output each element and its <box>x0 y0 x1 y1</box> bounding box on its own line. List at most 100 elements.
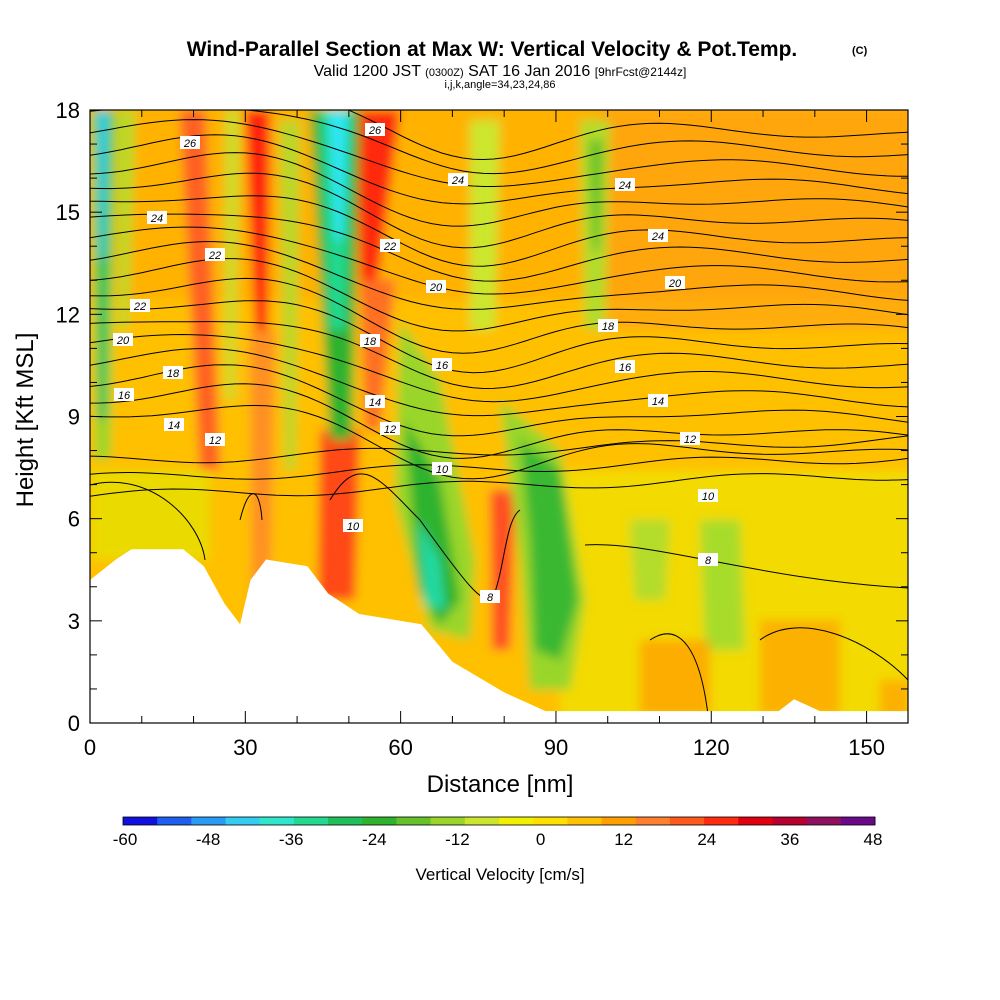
colorbar-tick-label: 48 <box>864 830 883 849</box>
colorbar-swatch <box>567 817 603 825</box>
contour-label: 18 <box>598 319 618 333</box>
contour-label: 12 <box>380 422 400 436</box>
y-tick-label: 12 <box>56 302 80 327</box>
colorbar-tick-label: -48 <box>196 830 221 849</box>
colorbar-swatch <box>430 817 466 825</box>
colorbar-swatch <box>157 817 192 825</box>
x-tick-label: 90 <box>544 735 568 760</box>
subtitle-forecast: [9hrFcst@2144z] <box>595 65 687 79</box>
theta-contour <box>90 473 908 497</box>
contour-label: 8 <box>698 553 718 567</box>
svg-text:12: 12 <box>384 424 396 436</box>
svg-text:12: 12 <box>209 435 221 447</box>
theta-contour <box>90 226 908 295</box>
contour-label: 12 <box>205 433 225 447</box>
contour-label: 22 <box>380 239 400 253</box>
colorbar-frame <box>122 816 876 826</box>
colorbar-swatch <box>191 817 227 825</box>
contour-label: 8 <box>480 590 500 604</box>
svg-text:12: 12 <box>684 434 696 446</box>
colorbar-tick-label: -12 <box>445 830 470 849</box>
y-axis: 0 3 6 9 12 15 18 <box>56 98 908 736</box>
contour-label: 20 <box>426 280 446 294</box>
theta-contour <box>90 404 908 480</box>
colorbar-swatch <box>669 817 705 825</box>
colorbar-tick-label: 12 <box>614 830 633 849</box>
contour-label: 18 <box>360 334 380 348</box>
theta-contour-low <box>649 633 709 716</box>
contour-label: 20 <box>665 276 685 290</box>
colorbar-tick-label: 0 <box>536 830 545 849</box>
colorbar-swatch <box>123 817 158 825</box>
contour-label: 16 <box>615 360 635 374</box>
theta-contours <box>90 110 908 716</box>
theta-contour <box>90 213 908 282</box>
svg-text:14: 14 <box>168 420 180 432</box>
theta-contour-low <box>239 493 263 521</box>
theta-contour-low <box>90 481 206 561</box>
y-tick-label: 9 <box>68 405 80 430</box>
x-axis-label: Distance [nm] <box>427 771 574 798</box>
contour-label: 18 <box>163 366 183 380</box>
y-tick-label: 6 <box>68 507 80 532</box>
theta-contour <box>90 195 908 267</box>
colorbar-swatch <box>362 817 397 825</box>
colorbar-tick-label: -60 <box>113 830 138 849</box>
velocity-field <box>90 110 908 723</box>
y-tick-label: 3 <box>68 609 80 634</box>
subtitle-date: SAT 16 Jan 2016 <box>468 63 590 80</box>
chart-subtitle-indices: i,j,k,angle=34,23,24,86 <box>444 79 555 91</box>
contour-label: 14 <box>365 395 385 409</box>
svg-text:16: 16 <box>436 360 449 372</box>
theta-contour <box>90 321 908 390</box>
colorbar-tick-label: 36 <box>780 830 799 849</box>
theta-contour <box>90 456 908 480</box>
svg-text:20: 20 <box>116 335 130 347</box>
theta-contour <box>90 172 908 249</box>
theta-contour-low <box>329 473 521 601</box>
contour-label: 14 <box>164 418 184 432</box>
colorbar-swatch <box>328 817 363 825</box>
colorbar-tick-label: -36 <box>279 830 304 849</box>
colorbar-swatch <box>601 817 637 825</box>
contour-label: 10 <box>432 462 452 476</box>
colorbar-swatch <box>772 817 808 825</box>
svg-text:8: 8 <box>705 555 712 567</box>
svg-text:20: 20 <box>668 278 682 290</box>
theta-contour <box>90 241 908 310</box>
svg-text:10: 10 <box>702 491 715 503</box>
subtitle-valid: Valid 1200 JST <box>314 63 422 80</box>
colorbar-swatch <box>396 817 432 825</box>
x-tick-label: 120 <box>693 735 730 760</box>
title-mark: (C) <box>852 45 868 57</box>
colorbar-swatch <box>840 817 876 825</box>
colorbar-swatch <box>738 817 773 825</box>
theta-contour <box>90 347 908 417</box>
colorbar-swatch <box>259 817 295 825</box>
colorbar-swatch <box>704 817 739 825</box>
theta-contour <box>90 119 908 187</box>
colorbar-label: Vertical Velocity [cm/s] <box>415 865 584 884</box>
svg-text:8: 8 <box>487 592 494 604</box>
chart-title: Wind-Parallel Section at Max W: Vertical… <box>187 38 798 61</box>
theta-contour-low <box>759 627 908 681</box>
colorbar-tick-label: -24 <box>362 830 387 849</box>
svg-text:22: 22 <box>383 241 396 253</box>
theta-contour <box>90 134 908 205</box>
y-axis-label: Height [Kft MSL] <box>12 333 39 508</box>
y-tick-label: 18 <box>56 98 80 123</box>
contour-label: 16 <box>432 358 452 372</box>
svg-text:22: 22 <box>208 250 221 262</box>
contour-label: 26 <box>365 123 385 137</box>
y-tick-label: 0 <box>68 711 80 736</box>
svg-text:14: 14 <box>652 396 664 408</box>
theta-contour-labels: 26 26 24 24 24 24 22 22 22 20 20 20 18 18 18 16 16 16 14 14… <box>113 123 718 604</box>
contour-label: 20 <box>113 333 133 347</box>
colorbar-swatch <box>464 817 500 825</box>
x-tick-label: 60 <box>388 735 412 760</box>
svg-text:16: 16 <box>619 362 632 374</box>
svg-text:24: 24 <box>618 180 631 192</box>
plot-area: 26 26 24 24 24 24 22 22 22 20 20 20 18 18 18 16 16 16 14 14… <box>90 110 908 723</box>
contour-label: 22 <box>205 248 225 262</box>
